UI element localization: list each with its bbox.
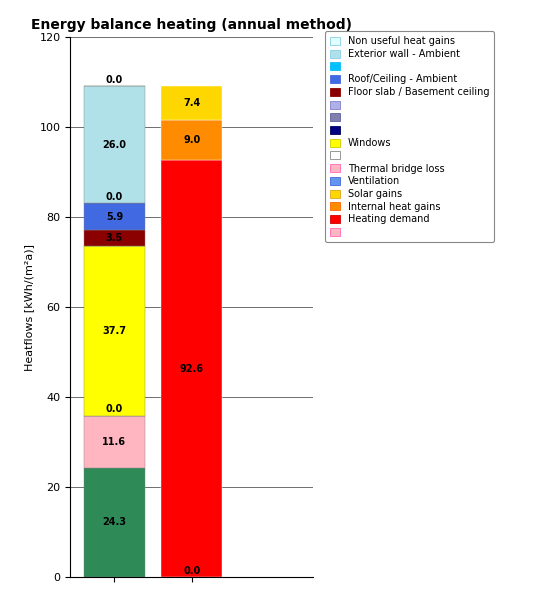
Title: Energy balance heating (annual method): Energy balance heating (annual method) [31,18,352,31]
Text: 24.3: 24.3 [103,518,126,527]
Text: 7.4: 7.4 [183,98,200,108]
Text: 92.6: 92.6 [180,363,204,374]
Text: 0.0: 0.0 [106,404,123,414]
Text: 37.7: 37.7 [103,325,126,336]
Bar [84,468,145,577]
Bar [84,203,145,230]
Bar [84,416,145,468]
Bar [84,230,145,246]
Text: 11.6: 11.6 [103,437,126,446]
Bar [161,87,222,120]
Text: 3.5: 3.5 [106,233,123,243]
Y-axis label: Heatflows [kWh/(m²a)]: Heatflows [kWh/(m²a)] [24,244,34,370]
Text: 5.9: 5.9 [106,212,123,222]
Bar [84,246,145,416]
Legend: Non useful heat gains, Exterior wall - Ambient, , Roof/Ceiling - Ambient, Floor : Non useful heat gains, Exterior wall - A… [326,31,494,242]
Bar [161,160,222,577]
Bar [84,87,145,203]
Text: 0.0: 0.0 [106,75,123,85]
Text: 0.0: 0.0 [183,566,200,576]
Text: 0.0: 0.0 [106,192,123,202]
Text: 9.0: 9.0 [183,135,200,145]
Text: 26.0: 26.0 [103,140,126,150]
Bar [161,120,222,160]
